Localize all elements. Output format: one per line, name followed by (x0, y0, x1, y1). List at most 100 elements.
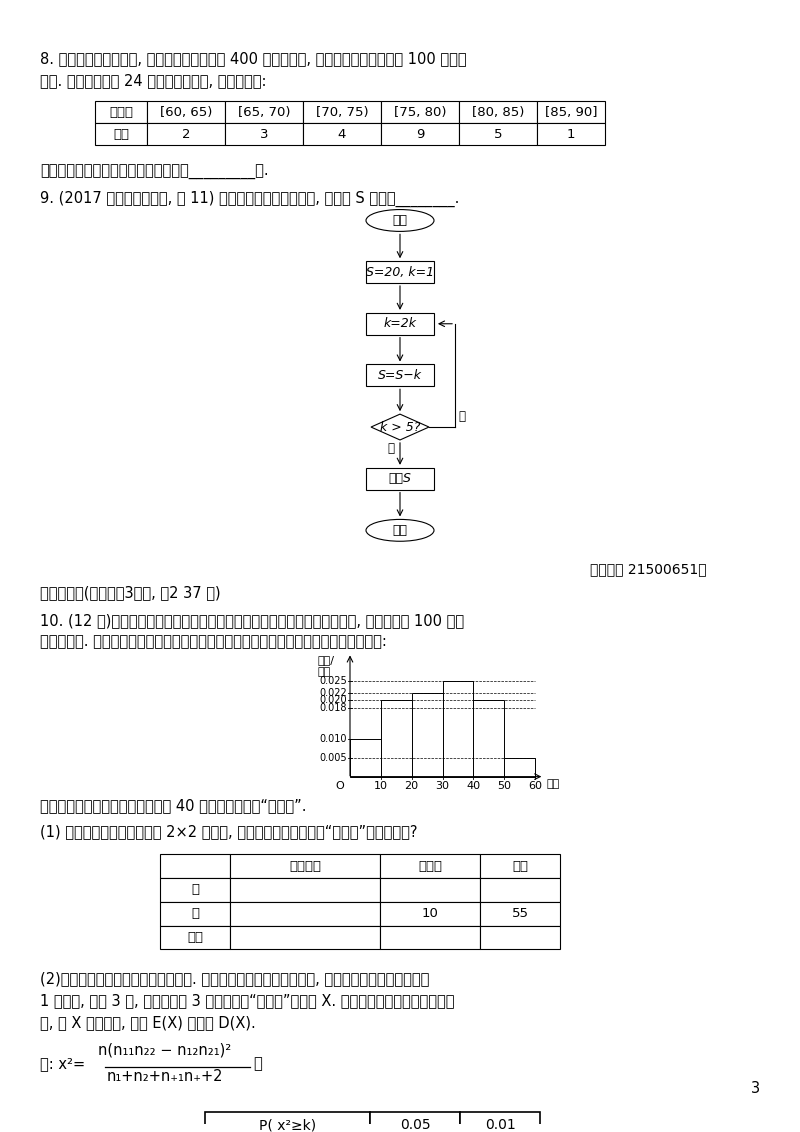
Bar (147, 123, 225, 145)
Text: 的, 求 X 的分布列, 期望 E(X) 和方差 D(X).: 的, 求 X 的分布列, 期望 E(X) 和方差 D(X). (40, 1015, 256, 1030)
Text: 『导学号 21500651』: 『导学号 21500651』 (590, 563, 706, 576)
Text: n₁+n₂+n₊₁n₊+2: n₁+n₂+n₊₁n₊+2 (106, 1069, 223, 1083)
Text: O: O (335, 781, 344, 790)
Text: 5: 5 (494, 128, 502, 140)
Bar (480, 902, 560, 926)
Text: 三、解答题(本大题共3小题, 共2 37 分): 三、解答题(本大题共3小题, 共2 37 分) (40, 585, 221, 600)
Bar (459, 123, 537, 145)
Text: 9: 9 (416, 128, 424, 140)
Text: 频率/: 频率/ (318, 655, 335, 666)
Text: 10: 10 (422, 907, 438, 920)
Bar (381, 701, 412, 777)
Text: S=20, k=1: S=20, k=1 (366, 266, 434, 278)
Bar (230, 855, 380, 878)
Text: 10. (12 分)电视传媒公司为了解某地区电视观众对某类体育节目的收视情况, 随机抽取了 100 名观: 10. (12 分)电视传媒公司为了解某地区电视观众对某类体育节目的收视情况, … (40, 612, 464, 628)
Bar (366, 312, 434, 335)
Bar (225, 101, 303, 123)
Bar (370, 1113, 460, 1132)
Text: [85, 90]: [85, 90] (545, 105, 598, 119)
Text: [80, 85): [80, 85) (472, 105, 524, 119)
Text: 20: 20 (405, 781, 418, 790)
Text: [75, 80): [75, 80) (394, 105, 446, 119)
Text: 40: 40 (466, 781, 480, 790)
Bar (366, 365, 434, 386)
Bar (303, 101, 381, 123)
Bar (380, 926, 480, 950)
Text: 0.010: 0.010 (319, 734, 347, 744)
Text: 附: x²=: 附: x²= (40, 1056, 85, 1071)
Bar (225, 123, 303, 145)
Text: 女: 女 (191, 907, 199, 920)
Text: 分数段: 分数段 (109, 105, 133, 119)
Text: (2)将上述调查所得到的频率视为概率. 现在从该地区大量电视观众中, 采用随机抄样方法每次抄取: (2)将上述调查所得到的频率视为概率. 现在从该地区大量电视观众中, 采用随机抄… (40, 971, 430, 986)
Text: 面试. 现随机调查了 24 名笔试者的成绩, 如下表所示:: 面试. 现随机调查了 24 名笔试者的成绩, 如下表所示: (40, 74, 266, 88)
Text: 0.05: 0.05 (400, 1118, 430, 1132)
Text: 男: 男 (191, 883, 199, 897)
Bar (504, 757, 535, 777)
Text: 合计: 合计 (512, 859, 528, 873)
Text: 3: 3 (750, 1081, 759, 1097)
Bar (160, 902, 230, 926)
Bar (160, 926, 230, 950)
Bar (366, 468, 434, 490)
Text: 输出S: 输出S (389, 472, 411, 486)
Text: 结束: 结束 (393, 524, 407, 537)
Text: 分钟: 分钟 (546, 779, 559, 789)
Text: 1: 1 (566, 128, 575, 140)
Bar (442, 681, 474, 777)
Text: 0.020: 0.020 (319, 695, 347, 705)
Text: 众进行调查. 下面是根据调查结果绘制的观众日均收看该体育节目时间的频率分布直方图:: 众进行调查. 下面是根据调查结果绘制的观众日均收看该体育节目时间的频率分布直方图… (40, 635, 387, 650)
Bar (537, 123, 605, 145)
Text: 0.005: 0.005 (319, 753, 347, 763)
Bar (205, 1113, 370, 1132)
Text: k > 5?: k > 5? (380, 421, 420, 434)
Bar (537, 101, 605, 123)
Text: 0.01: 0.01 (485, 1118, 515, 1132)
Bar (303, 123, 381, 145)
Text: 人数: 人数 (113, 128, 129, 140)
Polygon shape (371, 414, 429, 440)
Bar (147, 101, 225, 123)
Text: n(n₁₁n₂₂ − n₁₂n₂₁)²: n(n₁₁n₂₂ − n₁₂n₂₁)² (98, 1043, 232, 1057)
Text: 10: 10 (374, 781, 388, 790)
Bar (380, 878, 480, 902)
Bar (230, 926, 380, 950)
Bar (460, 1113, 540, 1132)
Text: (1) 根据已知条件完成下面的 2×2 列联表, 并据此资料你是否认为“体育迷”与性别有关?: (1) 根据已知条件完成下面的 2×2 列联表, 并据此资料你是否认为“体育迷”… (40, 824, 418, 839)
Bar (350, 738, 381, 777)
Text: S=S−k: S=S−k (378, 369, 422, 381)
Bar (459, 101, 537, 123)
Text: 2: 2 (182, 128, 190, 140)
Bar (480, 878, 560, 902)
Text: 3: 3 (260, 128, 268, 140)
Bar (381, 101, 459, 123)
Text: 开始: 开始 (393, 214, 407, 228)
Text: [65, 70): [65, 70) (238, 105, 290, 119)
Bar (380, 855, 480, 878)
Bar (95, 101, 147, 123)
Text: 是: 是 (387, 441, 394, 455)
Bar (230, 878, 380, 902)
Ellipse shape (366, 520, 434, 541)
Text: P( x²≥k): P( x²≥k) (259, 1118, 316, 1132)
Text: 30: 30 (435, 781, 450, 790)
Text: 体育迷: 体育迷 (418, 859, 442, 873)
Bar (160, 878, 230, 902)
Bar (230, 902, 380, 926)
Bar (95, 123, 147, 145)
Text: 8. 某高校进行自主招生, 先从报名者中筛选出 400 人参加笔试, 再按笔试成绩择优选出 100 人参加: 8. 某高校进行自主招生, 先从报名者中筛选出 400 人参加笔试, 再按笔试成… (40, 52, 466, 67)
Bar (160, 855, 230, 878)
Text: [70, 75): [70, 75) (316, 105, 368, 119)
Text: 0.025: 0.025 (319, 677, 347, 686)
Bar (380, 902, 480, 926)
Bar (381, 123, 459, 145)
Bar (366, 261, 434, 283)
Bar (480, 926, 560, 950)
Text: 60: 60 (528, 781, 542, 790)
Bar (474, 701, 504, 777)
Text: 50: 50 (497, 781, 511, 790)
Text: 55: 55 (511, 907, 529, 920)
Text: 4: 4 (338, 128, 346, 140)
Text: ，: ， (253, 1056, 262, 1071)
Bar (480, 855, 560, 878)
